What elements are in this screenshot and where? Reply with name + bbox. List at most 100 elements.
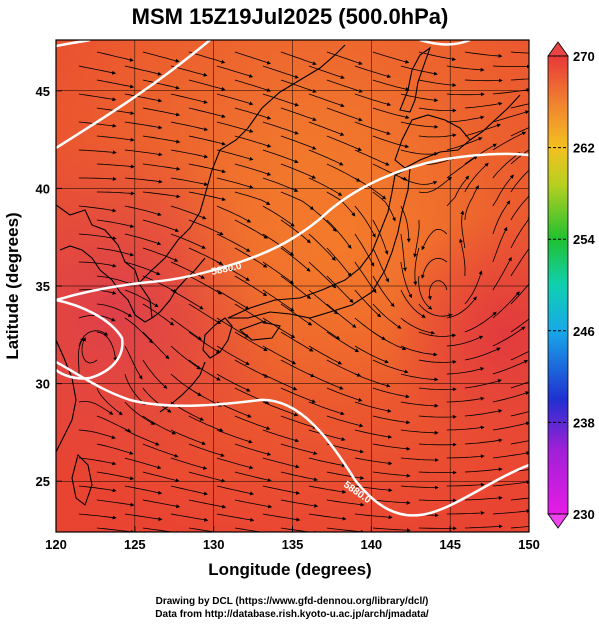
streamline: [308, 149, 344, 166]
streamline: [446, 396, 485, 403]
streamline: [413, 247, 420, 286]
streamline: [262, 457, 300, 469]
map-title: MSM 15Z19Jul2025 (500.0hPa): [132, 4, 449, 29]
streamline: [510, 283, 529, 305]
streamline: [446, 115, 485, 123]
streamline: [234, 135, 272, 148]
y-tick-label: 30: [36, 377, 50, 392]
streamline: [418, 387, 457, 392]
streamline: [326, 219, 352, 249]
streamline: [142, 359, 168, 389]
streamline: [142, 527, 181, 532]
streamline: [372, 107, 410, 119]
x-tick-label: 130: [203, 537, 225, 552]
streamline: [421, 228, 448, 251]
sakhalin-coastline: [399, 46, 432, 113]
contour-top-right: [419, 40, 471, 46]
streamline: [308, 261, 337, 289]
streamline: [96, 275, 134, 286]
streamline: [492, 226, 508, 263]
streamline: [354, 429, 393, 439]
streamline: [188, 527, 227, 532]
streamline: [170, 149, 209, 159]
streamline: [124, 233, 162, 246]
colorbar-tick-label: 238: [573, 415, 595, 430]
streamline: [262, 93, 299, 107]
streamline: [216, 317, 250, 338]
streamline: [464, 495, 503, 501]
streamline: [188, 303, 222, 325]
streamline: [464, 101, 503, 109]
streamline: [234, 303, 268, 324]
streamline: [372, 275, 395, 308]
y-axis-label: Latitude (degrees): [3, 212, 22, 359]
streamline: [446, 175, 470, 207]
streamline: [170, 485, 208, 496]
x-axis-label: Longitude (degrees): [208, 560, 371, 579]
streamline: [372, 79, 410, 91]
streamline: [124, 373, 146, 406]
x-tick-label: 145: [439, 537, 461, 552]
streamline: [234, 443, 272, 456]
streamline: [170, 177, 209, 187]
streamline: [400, 457, 439, 463]
streamline: [354, 205, 376, 238]
streamline: [78, 261, 117, 268]
x-tick-label: 140: [360, 537, 382, 552]
streamline: [308, 513, 347, 521]
streamline: [446, 335, 484, 347]
streamline: [234, 247, 268, 268]
streamline: [372, 163, 408, 181]
streamline: [418, 359, 457, 364]
streamline: [124, 429, 160, 446]
streamline: [262, 261, 294, 285]
streamline: [78, 93, 117, 102]
contour-top-left: [56, 40, 211, 150]
streamline: [96, 331, 118, 362]
streamline: [142, 331, 170, 360]
streamline: [262, 373, 298, 391]
streamline: [142, 499, 181, 509]
streamline: [142, 443, 179, 458]
streamline: [464, 51, 503, 58]
streamline: [78, 233, 117, 241]
streamline: [418, 414, 457, 419]
x-tick-label: 135: [282, 537, 304, 552]
streamline: [188, 107, 226, 119]
colorbar-tick-label: 270: [573, 49, 595, 64]
streamline: [400, 177, 438, 185]
streamline: [280, 79, 317, 93]
streamline: [124, 65, 162, 76]
streamline: [234, 331, 268, 352]
colorbar-tick-label: 262: [573, 141, 595, 156]
streamline: [78, 65, 117, 75]
streamline: [446, 65, 485, 72]
streamline: [400, 121, 439, 129]
streamline: [400, 233, 407, 272]
streamline: [262, 289, 295, 312]
streamline: [188, 331, 221, 354]
streamline: [188, 275, 223, 295]
colorbar-gradient: [547, 55, 569, 515]
streamline: [170, 121, 209, 132]
streamline: [216, 149, 254, 161]
streamline: [216, 93, 254, 106]
streamline: [280, 107, 317, 121]
streamline: [354, 233, 375, 267]
streamline: [354, 121, 391, 136]
streamline: [464, 524, 503, 529]
streamline: [188, 79, 226, 91]
streamline: [280, 247, 311, 272]
streamline: [400, 65, 438, 76]
streamline: [326, 275, 354, 304]
streamline: [326, 163, 361, 182]
streamline: [280, 331, 314, 352]
streamline: [354, 149, 390, 166]
streamline: [280, 303, 313, 326]
streamline: [372, 51, 410, 64]
streamline: [492, 359, 529, 375]
streamline: [96, 443, 134, 455]
streamline: [464, 409, 503, 417]
streamline: [354, 65, 392, 79]
streamline: [96, 51, 134, 62]
